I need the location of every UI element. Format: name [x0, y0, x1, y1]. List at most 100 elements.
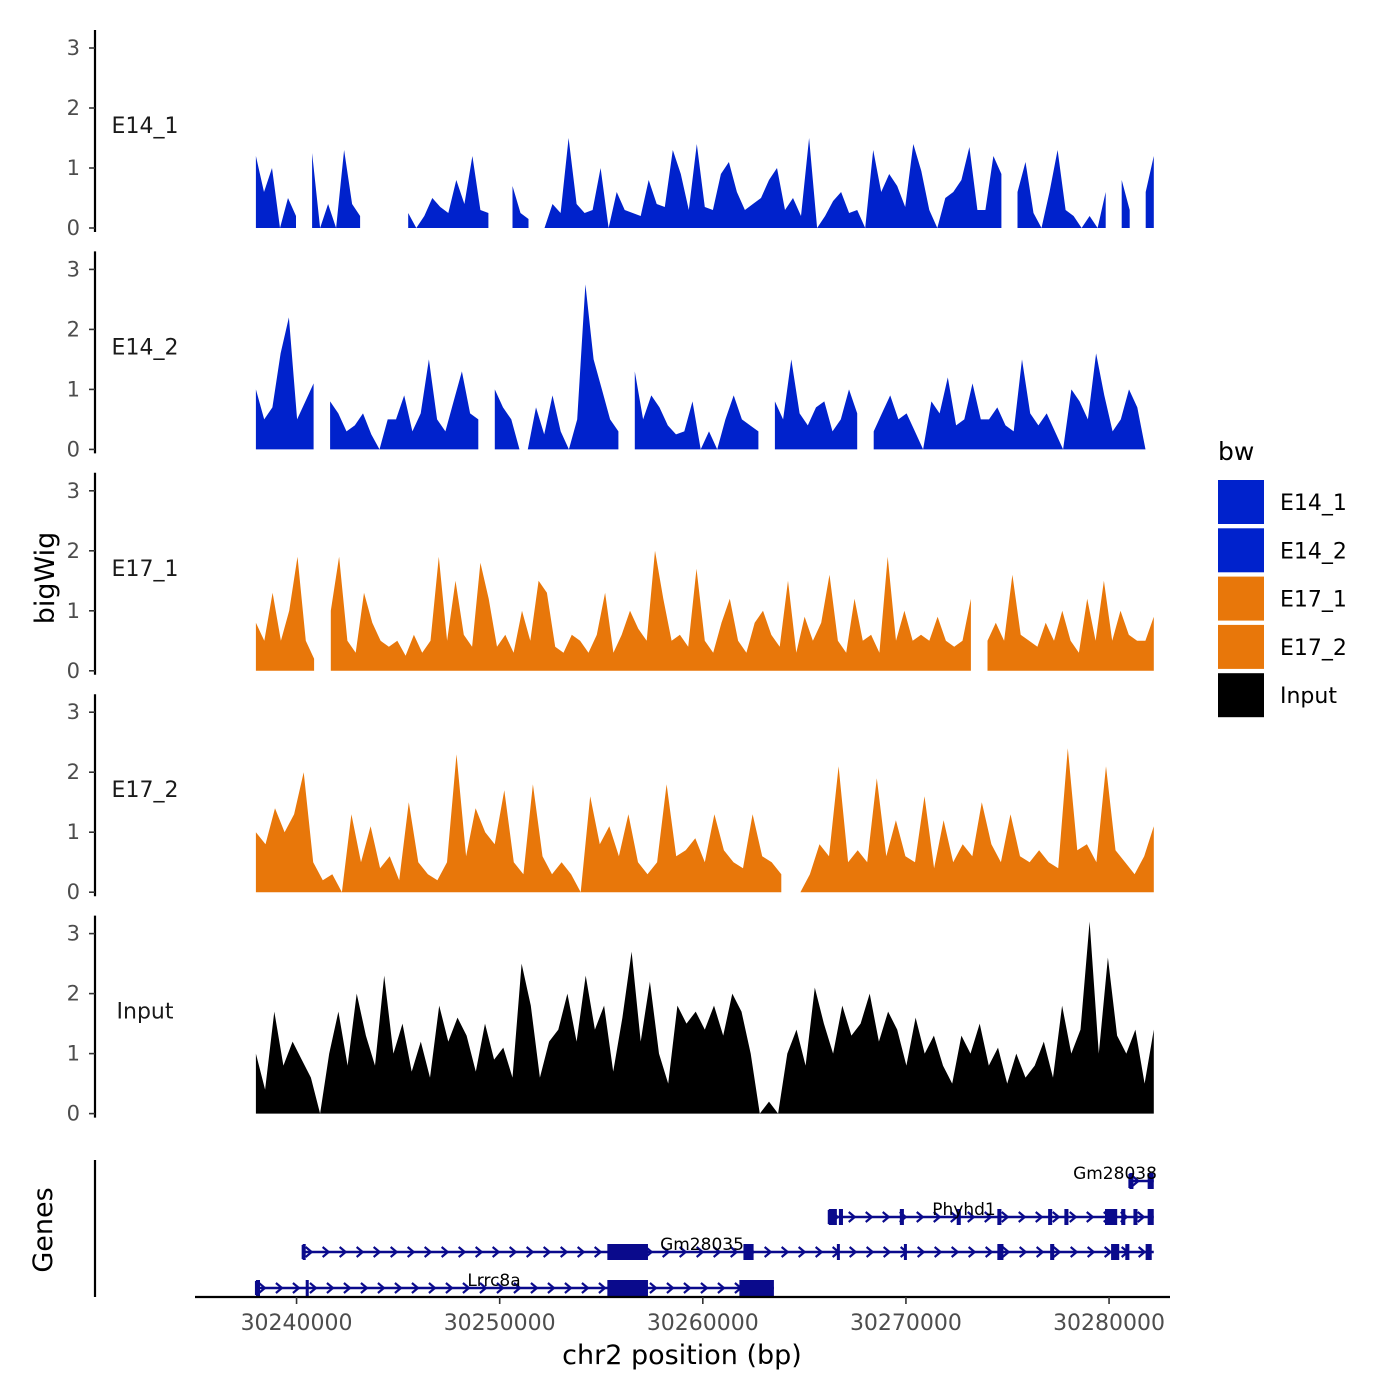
strand-arrow [933, 1246, 943, 1258]
x-tick-label: 30250000 [444, 1311, 556, 1336]
strand-arrow [513, 1282, 522, 1294]
strand-arrow [1131, 1175, 1141, 1187]
exon-block [739, 1280, 774, 1296]
strand-arrow [984, 1211, 993, 1223]
exon-block [607, 1280, 648, 1296]
strand-arrow [445, 1282, 454, 1294]
strand-arrow [479, 1282, 488, 1294]
exon-block [255, 1280, 260, 1296]
track-label: E17_2 [112, 778, 179, 803]
strand-arrow [1086, 1246, 1096, 1258]
strand-arrow [661, 1246, 671, 1258]
x-axis: 30240000 30250000 30260000 30270000 30280000 [195, 1295, 1170, 1336]
gene-annotation-panel: Gm28038 Phyhd1 Gm28035 Lrrc8a [93, 1160, 1157, 1297]
gene-name-label: Phyhd1 [932, 1200, 995, 1220]
exon-block [1111, 1244, 1120, 1260]
strand-arrow [1137, 1246, 1147, 1258]
strand-arrow [1018, 1246, 1028, 1258]
y-tick-label: 3 [67, 479, 80, 503]
exon-block [899, 1209, 904, 1225]
y-tick-label: 0 [67, 659, 80, 683]
coverage-area-e17-1 [255, 550, 1154, 671]
strand-arrow [814, 1246, 824, 1258]
strand-arrow [865, 1246, 875, 1258]
strand-arrow [1052, 1246, 1062, 1258]
exon-block [836, 1244, 840, 1260]
strand-arrow [525, 1246, 535, 1258]
exon-block [1105, 1209, 1118, 1225]
strand-arrow [1035, 1211, 1044, 1223]
strand-arrow [729, 1246, 739, 1258]
x-tick-label: 30280000 [1053, 1311, 1165, 1336]
strand-arrow [564, 1282, 573, 1294]
strand-arrow [848, 1246, 858, 1258]
y-tick-label: 1 [67, 820, 80, 844]
exon-block [1064, 1209, 1069, 1225]
strand-arrow [1086, 1211, 1095, 1223]
strand-arrow [717, 1282, 726, 1294]
exon-block [607, 1244, 648, 1260]
strand-arrow [700, 1282, 709, 1294]
y-tick-label: 0 [67, 880, 80, 904]
y-tick-label: 2 [67, 96, 80, 120]
gene-name-label: Gm28038 [1073, 1164, 1157, 1184]
track-label: E14_1 [112, 114, 179, 139]
exon-block [1125, 1244, 1130, 1260]
strand-arrow [474, 1246, 484, 1258]
strand-arrow [598, 1282, 607, 1294]
legend-label: Input [1280, 684, 1337, 709]
strand-arrow [649, 1282, 658, 1294]
track-e14-2: 0 1 2 3 E14_2 [67, 251, 1146, 461]
strand-arrow [576, 1246, 586, 1258]
strand-arrow [1103, 1246, 1113, 1258]
gene-gm28035: Gm28035 [301, 1235, 1154, 1260]
exon-block [305, 1280, 309, 1296]
legend: bw E14_1 E14_2 E17_1 E17_2 Input [1218, 437, 1347, 718]
strand-arrow [1052, 1211, 1061, 1223]
strand-arrow [275, 1282, 284, 1294]
strand-arrow [916, 1246, 926, 1258]
legend-swatch [1218, 624, 1264, 669]
y-tick-label: 0 [67, 437, 80, 461]
y-tick-label: 3 [67, 257, 80, 281]
strand-arrow [865, 1211, 874, 1223]
strand-arrow [406, 1246, 416, 1258]
strand-arrow [440, 1246, 450, 1258]
strand-arrow [360, 1282, 369, 1294]
strand-arrow [882, 1211, 891, 1223]
strand-arrow [394, 1282, 403, 1294]
strand-arrow [326, 1282, 335, 1294]
exon-block [1147, 1173, 1154, 1189]
coverage-area-input [255, 921, 1154, 1114]
strand-arrow [666, 1282, 675, 1294]
legend-swatch [1218, 576, 1264, 621]
legend-title: bw [1218, 437, 1254, 466]
strand-arrow [848, 1211, 857, 1223]
strand-arrow [462, 1282, 471, 1294]
track-input: 0 1 2 3 Input [67, 915, 1154, 1126]
exon-block [1133, 1209, 1138, 1225]
exon-block [1048, 1209, 1053, 1225]
strand-arrow [882, 1246, 892, 1258]
legend-label: E17_1 [1280, 588, 1347, 613]
legend-swatch [1218, 673, 1264, 718]
gene-name-label: Lrrc8a [467, 1271, 520, 1291]
exon-block [1121, 1209, 1126, 1225]
strand-arrow [491, 1246, 501, 1258]
legend-swatch [1218, 528, 1264, 573]
strand-arrow [559, 1246, 569, 1258]
x-tick-label: 30240000 [241, 1311, 353, 1336]
genes-axis-title: Genes [28, 1187, 59, 1272]
strand-arrow [530, 1282, 539, 1294]
legend-label: E17_2 [1280, 636, 1347, 661]
strand-arrow [695, 1246, 705, 1258]
strand-arrow [423, 1246, 433, 1258]
y-tick-label: 1 [67, 1042, 80, 1066]
strand-arrow [343, 1282, 352, 1294]
coverage-area-e17-2 [255, 748, 1154, 893]
strand-arrow [304, 1246, 314, 1258]
track-label: E17_1 [112, 557, 179, 582]
exon-block [903, 1244, 907, 1260]
track-e14-1: 0 1 2 3 E14_1 [67, 30, 1154, 240]
y-tick-label: 3 [67, 36, 80, 60]
